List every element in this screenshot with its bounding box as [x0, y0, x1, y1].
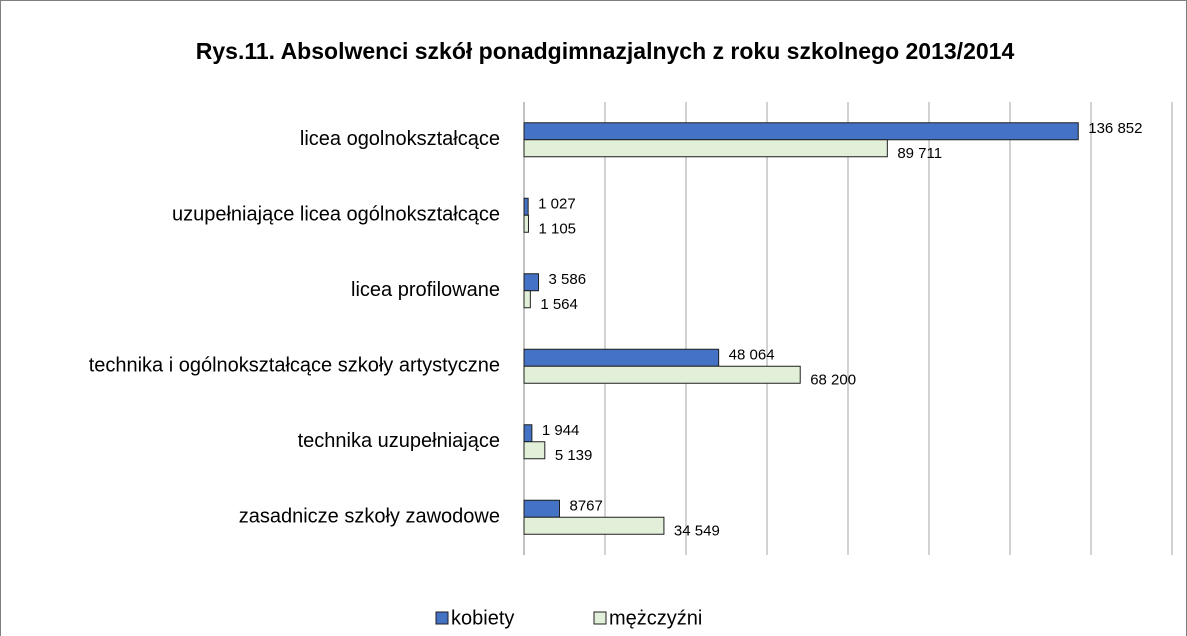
legend-label: mężczyźni: [609, 607, 702, 629]
y-tick-label: zasadnicze szkoły zawodowe: [239, 506, 500, 528]
legend-swatch: [435, 611, 449, 625]
bar: [523, 365, 801, 384]
value-label: 89 711: [897, 145, 942, 162]
bar: [523, 441, 546, 460]
bar: [523, 139, 888, 158]
value-label: 48 064: [729, 347, 775, 364]
value-label: 1 105: [538, 221, 576, 238]
bar: [523, 197, 529, 216]
value-label: 1 944: [542, 422, 580, 439]
value-label: 3 586: [549, 271, 587, 288]
bar: [523, 290, 531, 309]
y-tick-label: licea profilowane: [351, 279, 500, 301]
y-tick-label: uzupełniające licea ogólnokształcące: [172, 204, 500, 226]
legend-swatch: [593, 611, 607, 625]
y-tick-label: licea ogolnokształcące: [300, 128, 500, 150]
value-label: 5 139: [555, 447, 593, 464]
value-label: 68 200: [810, 372, 856, 389]
bar: [523, 273, 540, 292]
bar: [523, 348, 720, 367]
y-tick-label: technika i ogólnokształcące szkoły artys…: [89, 355, 500, 377]
bar: [523, 424, 533, 443]
bar: [523, 499, 561, 518]
value-label: 34 549: [674, 523, 720, 540]
bar: [523, 516, 665, 535]
bar: [523, 214, 529, 233]
value-label: 136 852: [1088, 120, 1142, 137]
value-label: 1 564: [540, 296, 578, 313]
chart-title: Rys.11. Absolwenci szkół ponadgimnazjaln…: [196, 38, 1015, 64]
y-tick-label: technika uzupełniające: [298, 430, 500, 452]
bar: [523, 122, 1079, 141]
legend-label: kobiety: [451, 607, 514, 629]
value-label: 8767: [570, 498, 603, 515]
value-label: 1 027: [538, 196, 576, 213]
